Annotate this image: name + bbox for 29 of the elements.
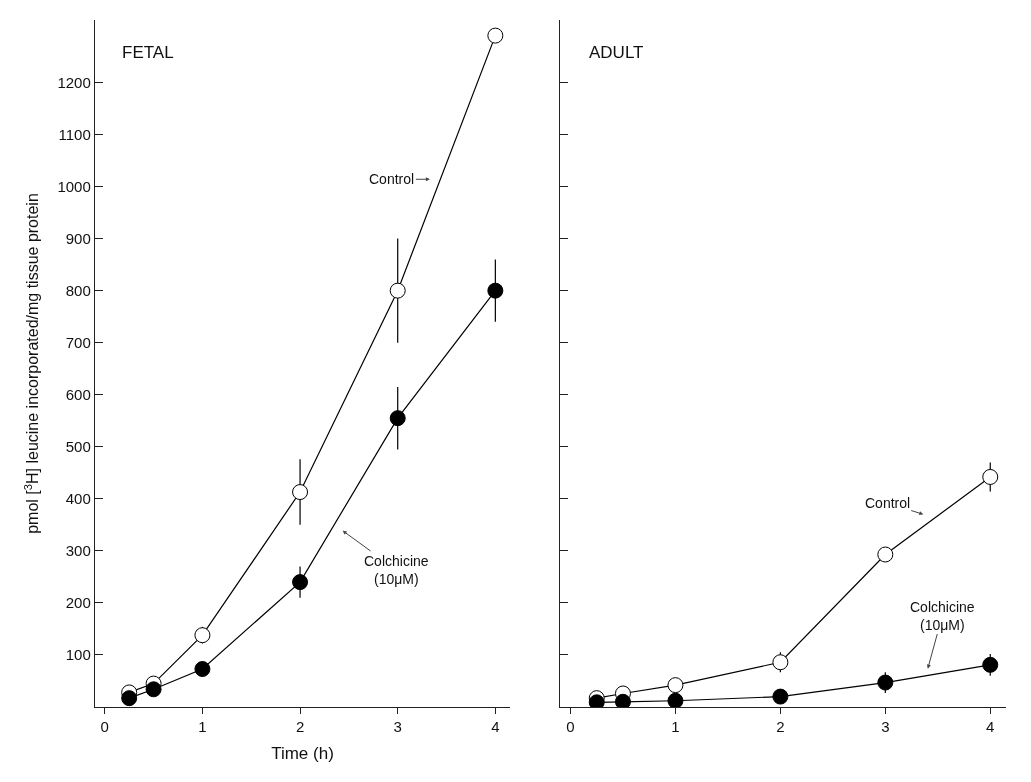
x-tick-label: 2 (295, 718, 305, 736)
x-tick-label: 2 (776, 718, 785, 736)
y-tick-label: 1200 (57, 73, 91, 91)
x-tick-label: 1 (671, 718, 680, 736)
y-tick-label: 900 (65, 229, 91, 247)
y-tick-label: 200 (65, 594, 91, 612)
x-tick-label: 3 (881, 718, 890, 736)
y-tick-label: 700 (65, 333, 91, 351)
x-tick-label: 0 (566, 718, 575, 736)
x-tick-label: 4 (986, 718, 995, 736)
x-tick-label: 3 (393, 718, 402, 736)
y-tick-label: 600 (65, 385, 91, 403)
x-tick-label: 4 (491, 718, 500, 736)
x-tick-label: 1 (198, 718, 207, 736)
y-tick-label: 500 (65, 438, 91, 456)
text: ADULT (589, 43, 644, 62)
y-tick-label: 100 (65, 646, 91, 664)
series-label: Control (865, 495, 911, 511)
y-tick-label: 1100 (58, 125, 91, 143)
text: FETAL (122, 43, 174, 62)
series-label: Control (369, 171, 415, 187)
y-tick-label: 1000 (57, 177, 91, 195)
y-tick-label: 400 (65, 490, 91, 508)
y-tick-label: 800 (65, 281, 91, 299)
series-label: Colchicine (10μM) (910, 599, 975, 634)
x-tick-label: 0 (100, 718, 109, 736)
y-tick-label: 300 (65, 542, 91, 560)
x-axis-title: Time (h) (271, 743, 334, 763)
text: Colchicine (10μM) (364, 553, 429, 588)
